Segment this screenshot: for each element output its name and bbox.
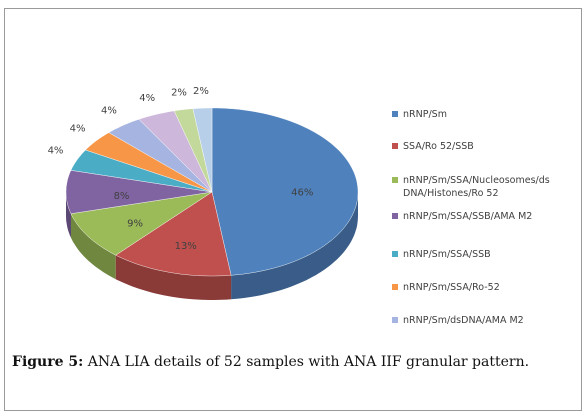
legend-item: nRNP/Sm/SSA/Ro-52: [392, 281, 553, 294]
legend-item: nRNP/Sm/SSA/Nucleosomes/dsDNA/Histones/R…: [392, 174, 553, 200]
legend-label: nRNP/Sm/SSA/Ro-52: [403, 282, 500, 293]
value-label: 4%: [139, 93, 155, 104]
slice-side: [71, 213, 116, 280]
slice-side: [231, 192, 358, 300]
legend-label: nRNP/Sm: [403, 109, 447, 120]
slice: [173, 108, 213, 193]
value-label: 4%: [70, 124, 86, 135]
legend-swatch: [392, 251, 398, 257]
figure-frame: [4, 8, 582, 411]
slice: [108, 119, 213, 193]
legend-swatch: [392, 177, 398, 183]
legend-item: nRNP/Sm/SSA/SSB: [392, 248, 553, 261]
slice: [115, 191, 232, 277]
value-label: 9%: [127, 219, 143, 230]
slice: [65, 170, 213, 214]
legend-label: nRNP/Sm/SSA/SSB/AMA M2: [403, 211, 533, 222]
value-label: 4%: [101, 106, 117, 117]
legend-label: nRNP/Sm/SSA/Nucleosomes/dsDNA/Histones/R…: [403, 175, 550, 199]
caption-text: ANA LIA details of 52 samples with ANA I…: [87, 354, 530, 370]
legend-label: nRNP/Sm/SSA/SSB: [403, 249, 491, 260]
legend-swatch: [392, 111, 398, 117]
legend-item: SSA/Ro 52/SSB: [392, 140, 553, 153]
slice: [211, 107, 359, 276]
slice-side: [115, 255, 232, 300]
value-label: 4%: [48, 146, 64, 157]
legend-item: nRNP/Sm/SSA/SSB/AMA M2: [392, 210, 553, 223]
legend-label: SSA/Ro 52/SSB: [403, 141, 474, 152]
slice: [192, 107, 213, 193]
legend-swatch: [392, 317, 398, 323]
value-label: 2%: [171, 87, 187, 98]
slice: [70, 149, 213, 193]
value-label: 46%: [291, 188, 313, 199]
slice: [138, 110, 213, 193]
value-label: 13%: [175, 241, 197, 252]
value-label: 2%: [193, 86, 209, 97]
legend-swatch: [392, 284, 398, 290]
caption: Figure 5: ANA LIA details of 52 samples …: [12, 352, 572, 372]
legend-swatch: [392, 213, 398, 219]
slice: [85, 132, 213, 193]
legend-item: nRNP/Sm: [392, 108, 553, 121]
legend-label: nRNP/Sm/dsDNA/AMA M2: [403, 315, 524, 326]
legend-swatch: [392, 143, 398, 149]
value-label: 8%: [114, 191, 130, 202]
legend-item: nRNP/Sm/dsDNA/AMA M2: [392, 314, 553, 327]
slice: [70, 191, 213, 256]
caption-label: Figure 5:: [12, 354, 84, 370]
